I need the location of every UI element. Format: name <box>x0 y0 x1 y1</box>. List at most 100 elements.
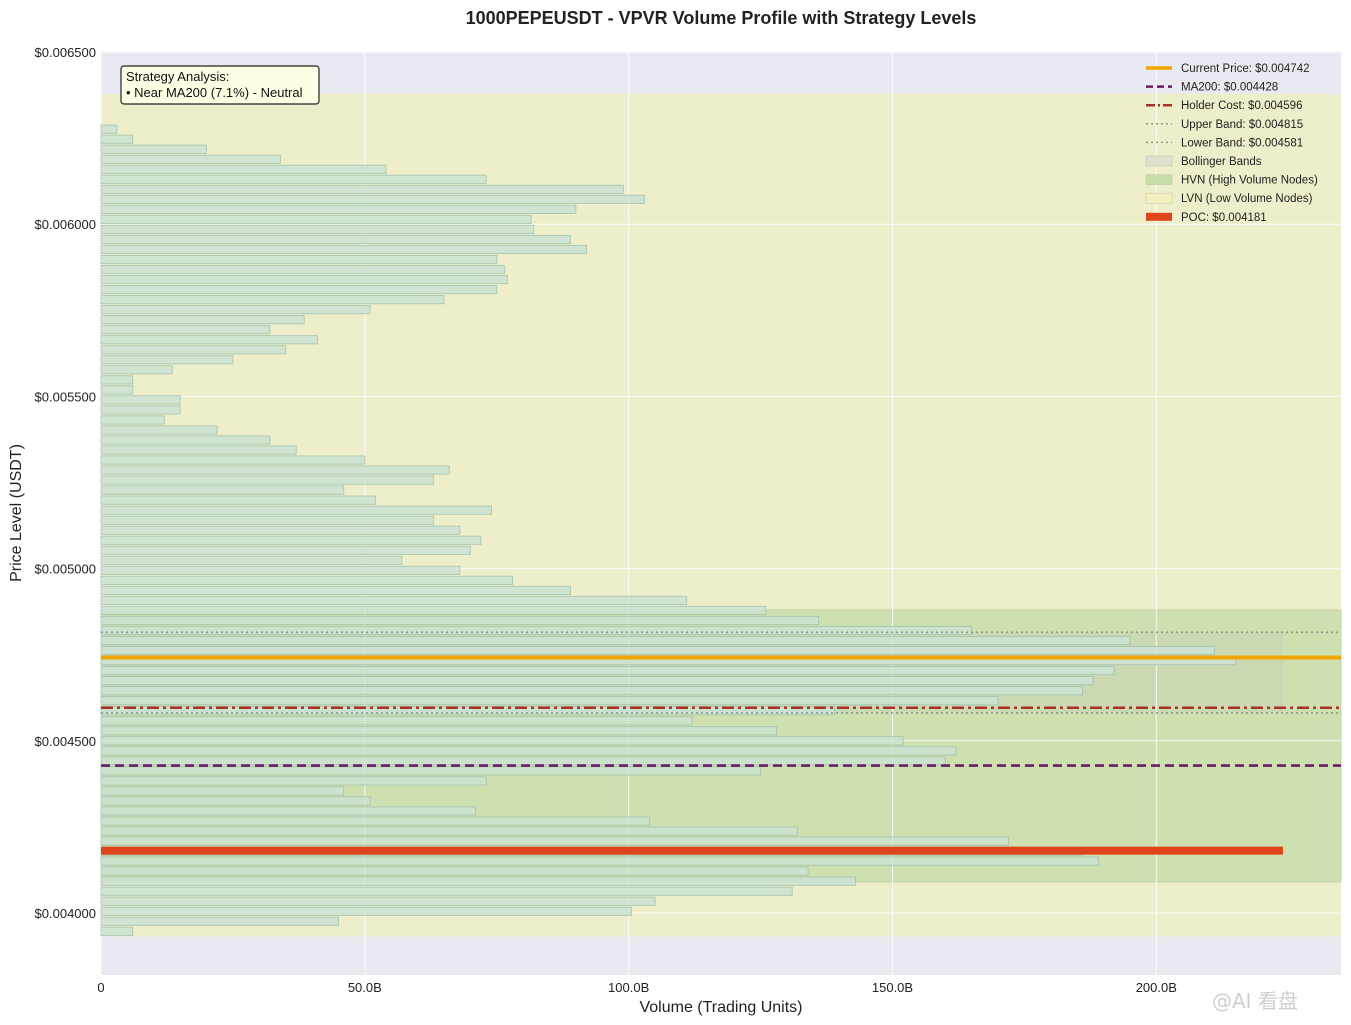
volume-bar <box>100 365 173 375</box>
volume-bar <box>100 285 498 295</box>
volume-bar <box>100 595 688 605</box>
volume-bar <box>100 174 487 184</box>
volume-bar <box>100 876 857 886</box>
volume-bar <box>100 395 181 405</box>
volume-bar <box>100 686 1083 696</box>
x-axis-label: Volume (Trading Units) <box>639 999 802 1016</box>
volume-bar <box>100 355 234 365</box>
y-tick-label: $0.006000 <box>35 217 96 232</box>
poc-bar <box>101 846 1283 855</box>
volume-bar <box>100 535 482 545</box>
watermark: @AI 看盘 <box>1212 989 1298 1013</box>
legend-label: LVN (Low Volume Nodes) <box>1181 193 1313 205</box>
legend-item: Upper Band: $0.004815 <box>1146 119 1303 131</box>
volume-bar <box>100 375 134 385</box>
legend-item: Holder Cost: $0.004596 <box>1146 100 1302 112</box>
volume-bar <box>100 485 345 495</box>
volume-bar <box>100 866 809 876</box>
chart-title: 1000PEPEUSDT - VPVR Volume Profile with … <box>466 8 977 28</box>
x-tick-label: 200.0B <box>1136 980 1177 995</box>
volume-bar <box>100 776 487 786</box>
volume-bar <box>100 826 798 836</box>
volume-bar <box>100 214 532 224</box>
plot-area <box>100 51 1342 975</box>
volume-bar <box>100 295 445 305</box>
y-tick-label: $0.004000 <box>35 906 96 921</box>
volume-bar <box>100 465 450 475</box>
volume-bar <box>100 726 777 736</box>
volume-bar <box>100 335 318 345</box>
volume-bar <box>100 756 946 766</box>
y-axis-label: Price Level (USDT) <box>8 444 25 582</box>
legend-label: Holder Cost: $0.004596 <box>1181 100 1302 112</box>
volume-bar <box>100 184 624 194</box>
legend-label: Bollinger Bands <box>1181 156 1262 168</box>
volume-bar <box>100 315 305 325</box>
volume-bar <box>100 495 376 505</box>
volume-bar <box>100 385 134 395</box>
volume-bar <box>100 796 371 806</box>
volume-bar <box>100 124 118 134</box>
y-axis-ticks: $0.004000 $0.004500 $0.005000 $0.005500 $0.0… <box>35 45 96 921</box>
legend-label: POC: $0.004181 <box>1181 212 1267 224</box>
legend-label: Current Price: $0.004742 <box>1181 63 1310 75</box>
volume-bar <box>100 646 1215 656</box>
volume-bar <box>100 525 461 535</box>
x-tick-label: 0 <box>97 980 104 995</box>
volume-bar <box>100 906 632 916</box>
legend-label: HVN (High Volume Nodes) <box>1181 175 1318 187</box>
y-tick-label: $0.005500 <box>35 389 96 404</box>
legend-item: POC: $0.004181 <box>1146 212 1267 224</box>
volume-bar <box>100 706 835 716</box>
volume-bar <box>100 254 498 265</box>
legend-swatch <box>1146 212 1172 221</box>
volume-bar <box>100 144 207 154</box>
legend-item: LVN (Low Volume Nodes) <box>1145 192 1313 205</box>
annotation-line-1: Strategy Analysis: <box>126 69 229 84</box>
volume-bar <box>100 325 271 335</box>
volume-bar <box>100 234 572 245</box>
volume-bar <box>100 435 271 445</box>
volume-bar <box>100 224 535 235</box>
volume-bar <box>100 896 656 906</box>
x-tick-label: 100.0B <box>608 980 649 995</box>
x-axis-ticks: 0 50.0B 100.0B 150.0B 200.0B <box>97 980 1177 995</box>
volume-bar <box>100 585 572 595</box>
volume-bar <box>100 926 134 936</box>
volume-bar <box>100 676 1094 686</box>
volume-bar <box>100 806 477 816</box>
volume-bar <box>100 816 651 826</box>
legend-item: Bollinger Bands <box>1145 155 1262 168</box>
volume-bar <box>100 555 403 565</box>
volume-bar <box>100 194 645 204</box>
x-tick-label: 150.0B <box>872 980 913 995</box>
volume-bar <box>100 886 793 896</box>
volume-bar <box>100 916 339 926</box>
volume-bar <box>100 605 767 616</box>
volume-bar <box>100 766 762 776</box>
volume-bar <box>100 164 387 174</box>
volume-bar <box>100 746 957 756</box>
legend-label: Lower Band: $0.004581 <box>1181 137 1303 149</box>
volume-bar <box>100 625 973 636</box>
legend-item: MA200: $0.004428 <box>1146 82 1278 94</box>
volume-bar <box>100 856 1099 866</box>
volume-bar <box>100 666 1115 676</box>
annotation-line-2: • Near MA200 (7.1%) - Neutral <box>126 85 303 100</box>
legend-item: Current Price: $0.004742 <box>1146 63 1310 75</box>
legend-swatch <box>1145 174 1173 185</box>
volume-bar <box>100 615 820 626</box>
legend: Current Price: $0.004742 MA200: $0.004428… <box>1145 63 1318 224</box>
volume-bar <box>100 515 434 525</box>
legend-swatch <box>1145 192 1173 204</box>
volume-bar <box>100 455 366 465</box>
volume-bar <box>100 475 434 485</box>
volume-bar <box>100 264 506 275</box>
volume-bar <box>100 345 287 355</box>
volume-bar <box>100 635 1131 646</box>
volume-bar <box>100 415 165 425</box>
volume-bar <box>100 505 492 515</box>
volume-bar <box>100 154 281 164</box>
volume-bar <box>100 575 514 585</box>
level-lines <box>101 631 1341 855</box>
